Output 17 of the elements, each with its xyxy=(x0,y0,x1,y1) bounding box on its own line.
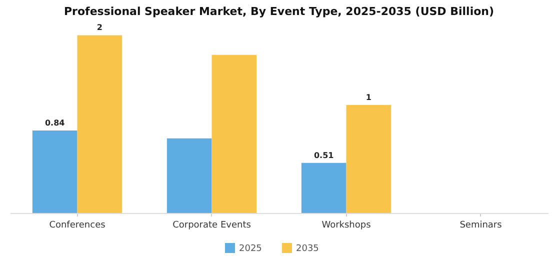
bar xyxy=(32,130,78,213)
legend-label: 2025 xyxy=(239,244,262,254)
bar xyxy=(77,35,122,213)
data-label: 0.84 xyxy=(44,118,66,128)
x-tick-label: Seminars xyxy=(460,220,502,230)
x-tick-label: Workshops xyxy=(322,220,372,230)
data-label: 2 xyxy=(96,23,102,32)
data-label: 0.51 xyxy=(314,150,334,160)
chart-title: Professional Speaker Market, By Event Type, 2025-2035 (USD Billion) xyxy=(64,5,494,18)
bar xyxy=(166,138,212,213)
bar xyxy=(346,104,392,213)
bar xyxy=(212,54,257,213)
bar xyxy=(301,162,346,213)
x-tick-label: Corporate Events xyxy=(172,220,252,230)
x-tick-label: Conferences xyxy=(49,220,106,230)
legend-label: 2035 xyxy=(296,244,319,254)
data-label: 1 xyxy=(366,92,372,102)
